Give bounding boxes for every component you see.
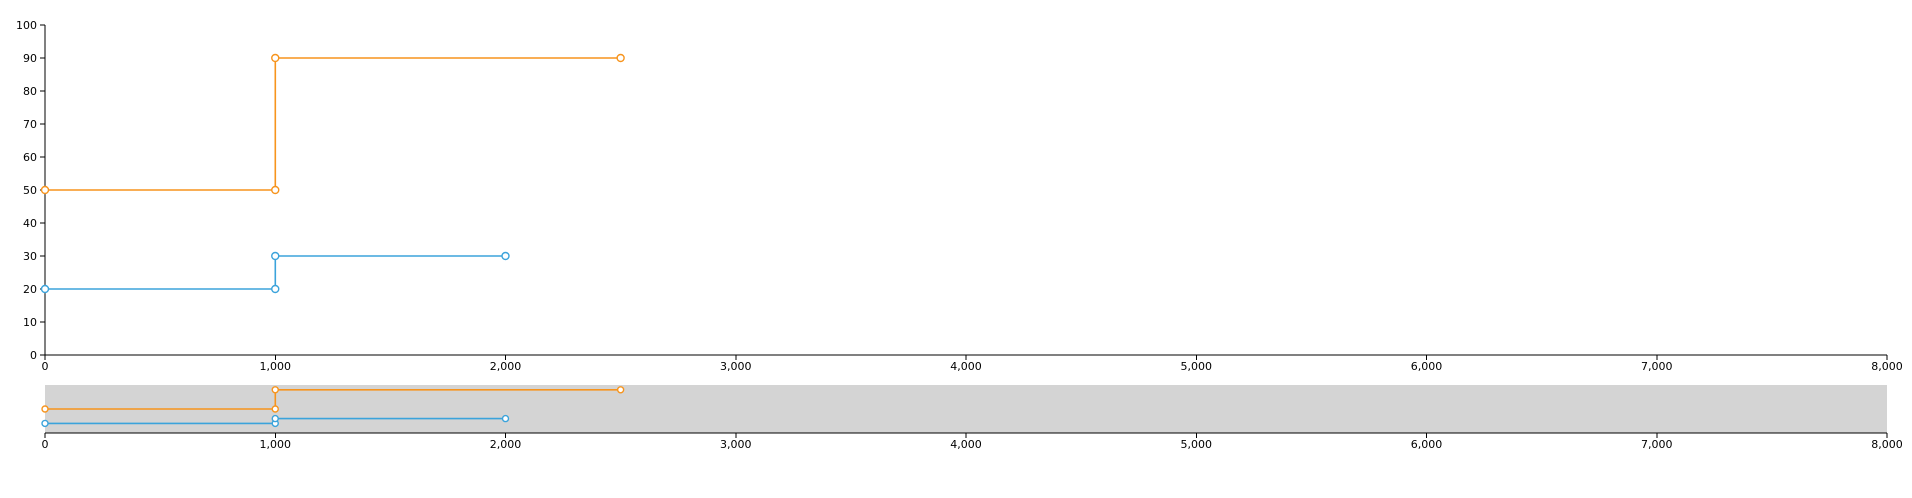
y-tick-label: 10 [23, 316, 37, 329]
x-tick-label: 8,000 [1871, 438, 1903, 451]
y-tick-label: 60 [23, 151, 37, 164]
x-tick-label: 5,000 [1181, 438, 1213, 451]
x-tick-label: 7,000 [1641, 360, 1673, 373]
x-tick-label: 6,000 [1411, 438, 1443, 451]
y-tick-label: 30 [23, 250, 37, 263]
series-0-point[interactable] [616, 386, 625, 394]
x-tick-label: 1,000 [260, 360, 292, 373]
x-tick-label: 3,000 [720, 438, 752, 451]
y-tick-label: 90 [23, 52, 37, 65]
x-tick-label: 5,000 [1181, 360, 1213, 373]
y-tick-label: 20 [23, 283, 37, 296]
y-tick-label: 50 [23, 184, 37, 197]
series-0-line [45, 389, 621, 410]
x-tick-label: 7,000 [1641, 438, 1673, 451]
x-tick-label: 4,000 [950, 438, 982, 451]
series-1-point[interactable] [501, 251, 510, 261]
overview-chart-panel[interactable]: 0 1,000 2,000 3,000 4,000 5,000 6,000 7,000 8,00… [41, 385, 1903, 451]
x-tick-label: 2,000 [490, 360, 522, 373]
y-tick-label: 70 [23, 118, 37, 131]
y-tick-label: 80 [23, 85, 37, 98]
series-1-line [45, 255, 506, 290]
x-tick-label: 1,000 [260, 438, 292, 451]
x-tick-label: 8,000 [1871, 360, 1903, 373]
x-tick-label: 0 [42, 360, 49, 373]
brush-selection[interactable] [45, 385, 1887, 433]
series-1-point[interactable] [40, 284, 50, 294]
series-0-point[interactable] [41, 405, 49, 413]
x-tick-label: 2,000 [490, 438, 522, 451]
series-0-point[interactable] [271, 185, 280, 195]
series-1-point[interactable] [271, 284, 280, 294]
y-tick-label: 40 [23, 217, 37, 230]
series-1-point[interactable] [41, 419, 49, 428]
x-tick-label: 4,000 [950, 360, 982, 373]
series-1-point[interactable] [271, 414, 279, 423]
series-1-point[interactable] [271, 251, 280, 261]
x-tick-label: 3,000 [720, 360, 752, 373]
series-0-point[interactable] [271, 386, 279, 394]
x-tick-label: 6,000 [1411, 360, 1443, 373]
y-tick-label: 100 [16, 19, 37, 32]
series-0-point[interactable] [616, 53, 625, 63]
series-1-point[interactable] [501, 414, 510, 423]
series-0-point[interactable] [40, 185, 50, 195]
main-chart-panel: 0 10 20 30 40 50 60 70 80 90 100 0 1,000 2,000 3,000 4,… [16, 19, 1903, 373]
series-0-line [45, 57, 621, 191]
series-0-point[interactable] [271, 405, 279, 413]
y-tick-label: 0 [30, 349, 37, 362]
series-0-point[interactable] [271, 53, 280, 63]
x-tick-label: 0 [42, 438, 49, 451]
